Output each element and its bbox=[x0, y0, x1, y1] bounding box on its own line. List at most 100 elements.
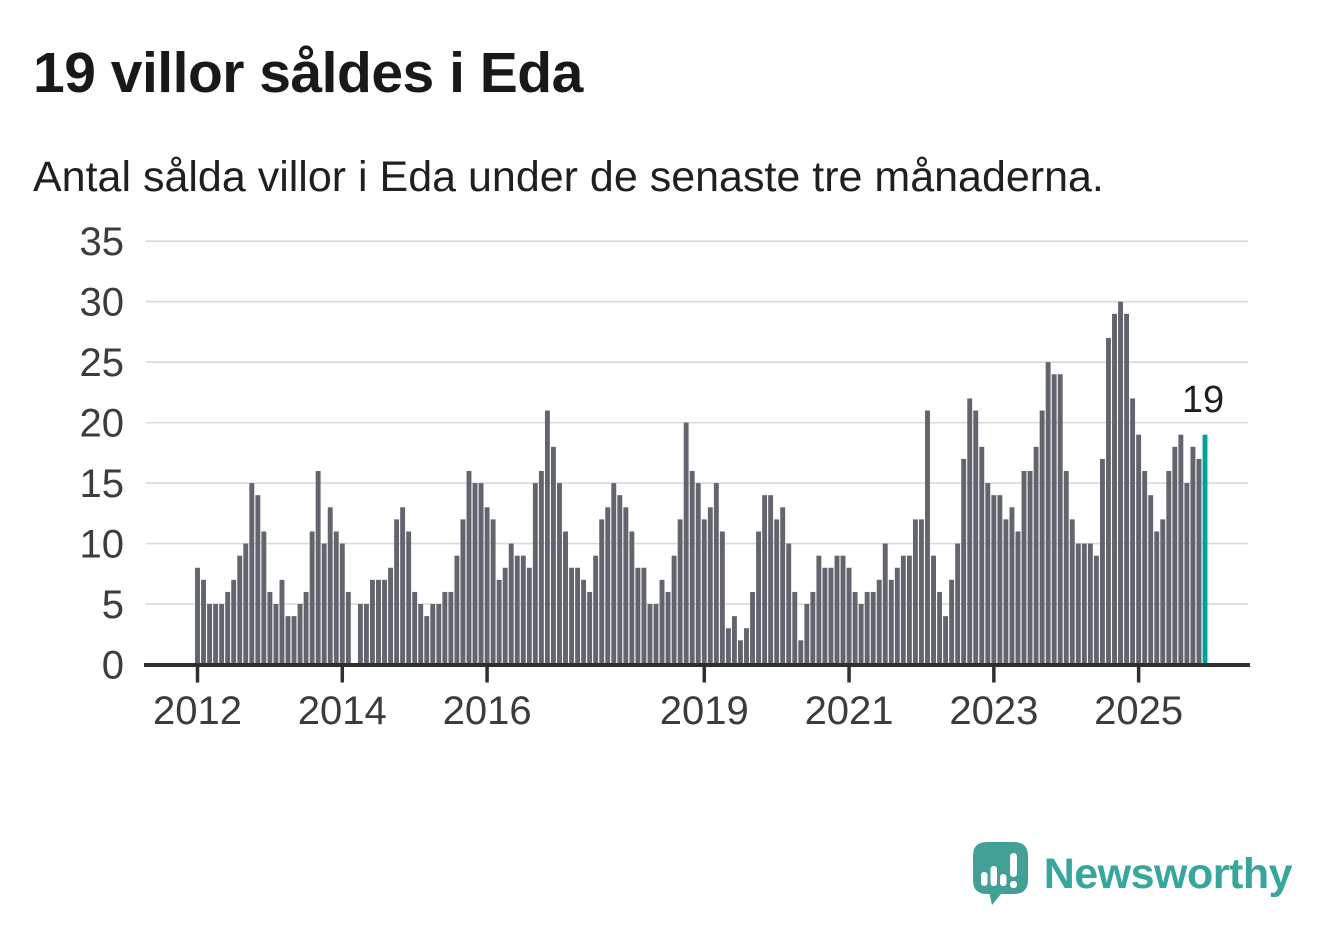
bar bbox=[1015, 531, 1021, 665]
bar bbox=[273, 604, 279, 665]
bars bbox=[195, 301, 1208, 665]
y-tick-label: 10 bbox=[80, 523, 125, 567]
bar bbox=[834, 555, 840, 665]
bar bbox=[997, 495, 1003, 665]
bar bbox=[514, 555, 520, 665]
bar bbox=[261, 531, 267, 665]
x-axis-labels: 2012 2014 2016 2019 2021 2023 2025 bbox=[153, 689, 1183, 733]
page-title: 19 villor såldes i Eda bbox=[33, 41, 583, 105]
bar bbox=[207, 604, 213, 665]
bar bbox=[725, 628, 731, 665]
bar bbox=[406, 531, 412, 665]
bar bbox=[255, 495, 261, 665]
bar bbox=[1039, 410, 1045, 665]
bar bbox=[870, 591, 876, 665]
bar bbox=[321, 543, 327, 665]
bar bbox=[804, 604, 810, 665]
bar bbox=[593, 555, 599, 665]
bar bbox=[780, 507, 786, 665]
bar bbox=[653, 604, 659, 665]
bar bbox=[973, 410, 979, 665]
bar bbox=[822, 567, 828, 665]
bar bbox=[719, 531, 725, 665]
bar bbox=[912, 519, 918, 665]
x-tick-label: 2021 bbox=[805, 689, 894, 733]
bar bbox=[237, 555, 243, 665]
bar bbox=[756, 531, 762, 665]
chart-subtitle: Antal sålda villor i Eda under de senast… bbox=[33, 153, 1104, 201]
bar bbox=[659, 579, 665, 665]
newsworthy-branding: Newsworthy bbox=[972, 841, 1293, 907]
bar bbox=[701, 519, 707, 665]
bar bbox=[1166, 471, 1172, 665]
bar bbox=[1087, 543, 1093, 665]
x-tick-label: 2014 bbox=[298, 689, 387, 733]
bar bbox=[496, 579, 502, 665]
bar bbox=[1099, 458, 1105, 665]
bar bbox=[931, 555, 936, 665]
bar bbox=[798, 640, 804, 665]
bar bbox=[894, 567, 900, 665]
bar bbox=[279, 579, 285, 665]
bar bbox=[563, 531, 568, 665]
bar bbox=[774, 519, 780, 665]
bar bbox=[357, 604, 363, 665]
bar bbox=[448, 591, 454, 665]
bar bbox=[1172, 446, 1178, 665]
bar bbox=[213, 604, 219, 665]
bar bbox=[370, 579, 375, 665]
bar bbox=[1057, 374, 1063, 665]
bar bbox=[339, 543, 345, 665]
y-tick-label: 25 bbox=[80, 341, 125, 385]
bar bbox=[303, 591, 309, 665]
bar bbox=[1196, 458, 1202, 665]
bar bbox=[231, 579, 237, 665]
y-axis-labels: 0 5 10 15 20 25 30 35 bbox=[80, 220, 125, 687]
bar bbox=[581, 579, 587, 665]
bar bbox=[225, 591, 231, 665]
bar bbox=[297, 604, 303, 665]
highlighted-bar bbox=[1202, 434, 1208, 665]
bar bbox=[671, 555, 677, 665]
bar bbox=[526, 567, 532, 665]
bar bbox=[991, 495, 997, 665]
bar bbox=[1069, 519, 1075, 665]
y-tick-label: 5 bbox=[102, 583, 124, 627]
bar bbox=[786, 543, 792, 665]
bar bbox=[1112, 313, 1117, 665]
bar bbox=[1142, 471, 1148, 665]
bar bbox=[1124, 313, 1130, 665]
bar bbox=[249, 483, 255, 665]
bar bbox=[424, 616, 430, 665]
bar bbox=[647, 604, 653, 665]
bar bbox=[1093, 555, 1099, 665]
bar bbox=[810, 591, 816, 665]
bar bbox=[460, 519, 466, 665]
bar bbox=[478, 483, 484, 665]
bar bbox=[557, 483, 562, 665]
bar bbox=[472, 483, 478, 665]
x-tick-label: 2012 bbox=[153, 689, 242, 733]
y-tick-label: 20 bbox=[80, 402, 125, 446]
bar bbox=[243, 543, 249, 665]
bar bbox=[1021, 471, 1027, 665]
bar bbox=[1136, 434, 1142, 665]
bar bbox=[569, 567, 574, 665]
bar bbox=[382, 579, 387, 665]
bar bbox=[195, 567, 200, 665]
bar bbox=[412, 591, 418, 665]
bar bbox=[219, 604, 225, 665]
bar bbox=[816, 555, 822, 665]
bar bbox=[635, 567, 641, 665]
bar bbox=[508, 543, 514, 665]
bar bbox=[979, 446, 985, 665]
bar bbox=[888, 579, 894, 665]
y-tick-label: 15 bbox=[80, 462, 125, 506]
bar bbox=[1075, 543, 1081, 665]
bar bbox=[466, 471, 472, 665]
bar bbox=[949, 579, 955, 665]
y-tick-label: 0 bbox=[102, 644, 124, 688]
newsworthy-logo-icon bbox=[972, 842, 1028, 905]
bar bbox=[617, 495, 623, 665]
